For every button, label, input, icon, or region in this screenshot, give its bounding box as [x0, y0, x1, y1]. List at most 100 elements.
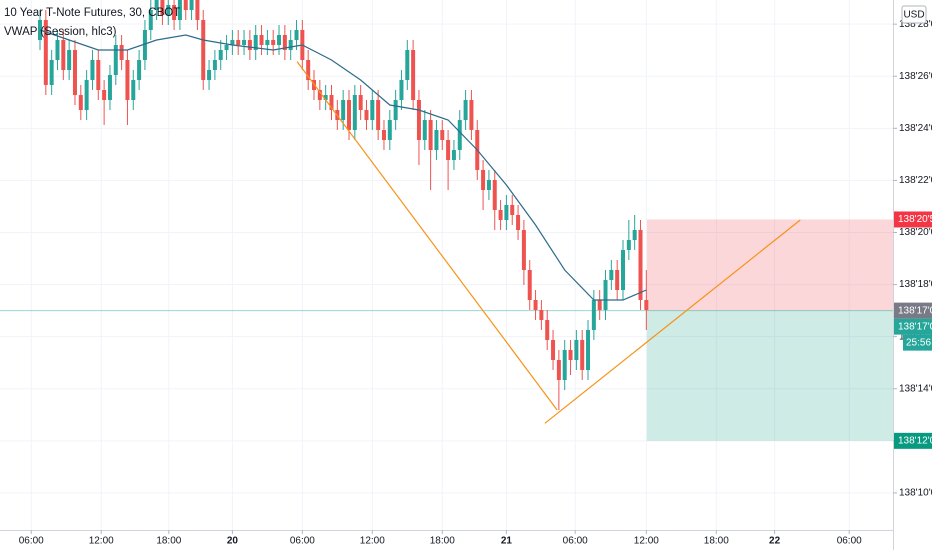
candle-body: [556, 360, 561, 380]
candle-body: [446, 140, 451, 160]
candle-body: [521, 230, 526, 270]
candle-body: [533, 300, 538, 310]
candle-body: [142, 30, 147, 60]
candle-body: [422, 120, 427, 140]
candle-body: [346, 100, 351, 130]
grid: [0, 0, 893, 530]
stop-tag-box: [894, 211, 932, 228]
chart-title: 10 Year T-Note Futures, 30, CBOT: [4, 7, 180, 19]
candle-body: [78, 95, 83, 110]
x-tick-label: 06:00: [290, 536, 315, 547]
candle-body: [469, 100, 474, 130]
candle-body: [527, 270, 532, 300]
candle-body: [504, 205, 509, 220]
candle-body: [463, 100, 468, 120]
x-tick-label: 22: [769, 536, 781, 547]
candle-body: [131, 80, 136, 100]
candle-body: [84, 80, 89, 110]
candle-body: [376, 100, 381, 130]
candle-body: [96, 60, 101, 90]
y-tick-label: 138'24'0: [899, 123, 932, 134]
candle-body: [481, 170, 486, 190]
candle-body: [55, 40, 60, 60]
y-tick-label: 138'18'0: [899, 279, 932, 290]
candle-body: [609, 270, 614, 280]
candle-body: [591, 300, 596, 330]
candle-body: [49, 60, 54, 85]
candle-body: [195, 0, 200, 20]
axes: 138'10'0138'12'0138'14'0138'16'0138'18'0…: [19, 19, 932, 547]
candle-body: [154, 0, 159, 10]
x-tick-label: 20: [227, 536, 239, 547]
candle-body: [457, 120, 462, 150]
candle-body: [411, 50, 416, 100]
candle-body: [352, 95, 357, 130]
target-zone: [646, 310, 893, 441]
candle-body: [323, 95, 328, 100]
candle-body: [271, 40, 276, 45]
x-tick-label: 18:00: [430, 536, 455, 547]
target-tag-box: [894, 432, 932, 449]
candle-body: [166, 5, 171, 15]
target-tag-label: 138'12'0: [898, 435, 932, 446]
candle-body: [434, 130, 439, 150]
candle-body: [67, 50, 72, 70]
candle-body: [294, 30, 299, 40]
candle-body: [288, 40, 293, 50]
candle-body: [341, 100, 346, 120]
candle-body: [207, 70, 212, 80]
candle-body: [568, 350, 573, 360]
candle-body: [306, 60, 311, 80]
candle-body: [586, 330, 591, 370]
candle-body: [364, 110, 369, 120]
candle-body: [626, 240, 631, 250]
candle-body: [539, 310, 544, 320]
candle-body: [259, 35, 264, 45]
candle-body: [638, 230, 643, 300]
candle-body: [282, 35, 287, 50]
candle-body: [265, 40, 270, 45]
candle-body: [189, 0, 194, 10]
vwap-line: [39, 29, 647, 301]
y-tick-label: 138'14'0: [899, 383, 932, 394]
x-tick-label: 21: [501, 536, 513, 547]
entry-tag-label: 138'17'0: [898, 305, 932, 316]
candle-body: [125, 60, 130, 100]
candle-body: [230, 40, 235, 45]
candle-body: [551, 340, 556, 360]
countdown: 25:56: [906, 337, 931, 348]
x-tick-label: 12:00: [360, 536, 385, 547]
candle-body: [486, 180, 491, 190]
candle-body: [440, 130, 445, 140]
candle-body: [516, 215, 521, 230]
candle-body: [329, 95, 334, 110]
candle-body: [201, 20, 206, 80]
candle-body: [224, 45, 229, 50]
candle-body: [253, 35, 258, 50]
candle-body: [107, 75, 112, 100]
candle-body: [148, 10, 153, 30]
stop-zone: [646, 219, 893, 311]
candle-body: [451, 150, 456, 160]
currency-box[interactable]: [901, 5, 927, 24]
candle-body: [183, 0, 188, 10]
countdown-box: [903, 334, 932, 351]
candle-body: [212, 60, 217, 70]
candle-body: [597, 300, 602, 310]
candle-body: [381, 130, 386, 140]
candle-body: [247, 40, 252, 50]
last-price-tag-label: 138'17'0: [898, 321, 932, 332]
candle-body: [393, 100, 398, 120]
indicator-legend: VWAP (Session, hlc3): [4, 26, 117, 38]
x-tick-label: 18:00: [156, 536, 181, 547]
candle-body: [387, 120, 392, 140]
candle-body: [102, 90, 107, 100]
candle-body: [72, 50, 77, 95]
currency[interactable]: USD: [903, 10, 924, 21]
trend-line: [296, 61, 558, 411]
candle-body: [370, 100, 375, 120]
candle-body: [574, 340, 579, 360]
candle-body: [177, 0, 182, 20]
candle-body: [621, 250, 626, 290]
